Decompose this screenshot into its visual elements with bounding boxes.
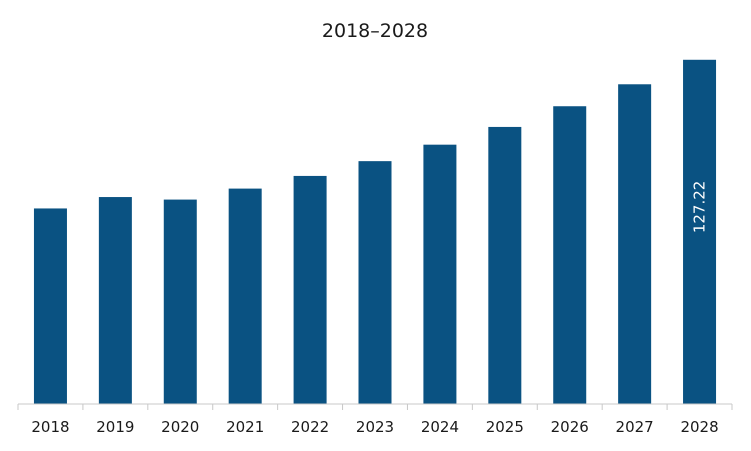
chart-title: 2018–2028	[322, 20, 428, 42]
bar-2022	[293, 175, 327, 404]
x-tick-label-2019: 2019	[96, 418, 134, 436]
bar-2026	[553, 106, 587, 404]
bar-2025	[488, 126, 522, 405]
x-tick-label-2020: 2020	[161, 418, 199, 436]
bar-2024	[423, 144, 457, 404]
bar-2021	[228, 188, 262, 404]
x-axis-ticks	[17, 404, 733, 410]
data-label-2028: 127.22	[691, 181, 709, 234]
bar-2027	[618, 84, 652, 405]
x-tick-label-2026: 2026	[551, 418, 589, 436]
x-tick-label-2024: 2024	[421, 418, 459, 436]
x-tick-label-2025: 2025	[486, 418, 524, 436]
bar-2020	[163, 199, 197, 404]
x-tick-label-2023: 2023	[356, 418, 394, 436]
bar-2019	[98, 197, 132, 404]
bar-2023	[358, 161, 392, 404]
bar-2028	[683, 59, 717, 405]
bars-group	[33, 59, 717, 405]
data-labels-group: 127.22	[691, 181, 709, 234]
x-axis-tick-labels: 2018 2019 2020 2021 2022 2023 2024 2025 2026 2027…	[31, 418, 718, 436]
x-tick-label-2018: 2018	[31, 418, 69, 436]
x-tick-label-2027: 2027	[616, 418, 654, 436]
x-tick-label-2022: 2022	[291, 418, 329, 436]
x-tick-label-2021: 2021	[226, 418, 264, 436]
bar-2018	[33, 208, 67, 404]
x-tick-label-2028: 2028	[680, 418, 718, 436]
